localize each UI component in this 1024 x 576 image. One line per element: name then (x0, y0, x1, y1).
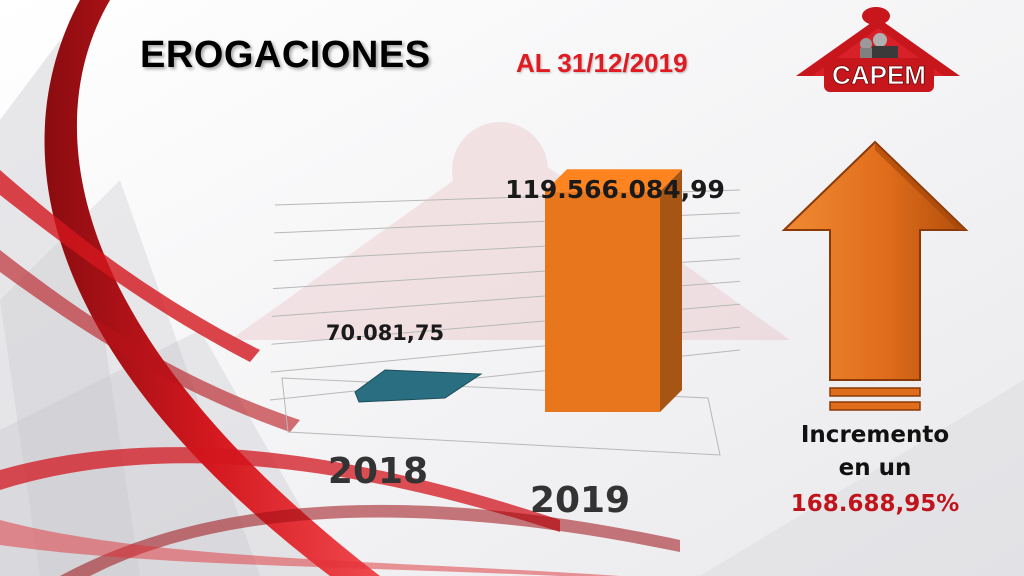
logo-text: CAPEM (832, 60, 926, 90)
increase-line-2: en un (838, 455, 912, 481)
category-label-2018: 2018 (328, 451, 428, 492)
capem-logo: CAPEM (796, 7, 960, 92)
up-arrow-icon (781, 140, 969, 411)
increase-percent: 168.688,95% (790, 491, 960, 517)
bar-2018 (354, 369, 483, 403)
bar-2019 (545, 169, 682, 412)
category-label-2019: 2019 (530, 480, 630, 521)
increase-line-1: Incremento (800, 422, 950, 448)
data-label-2018: 70.081,75 (326, 321, 444, 345)
data-label-2019: 119.566.084,99 (505, 175, 725, 204)
page-title: EROGACIONES (140, 34, 431, 76)
page-subtitle: AL 31/12/2019 (516, 48, 688, 78)
